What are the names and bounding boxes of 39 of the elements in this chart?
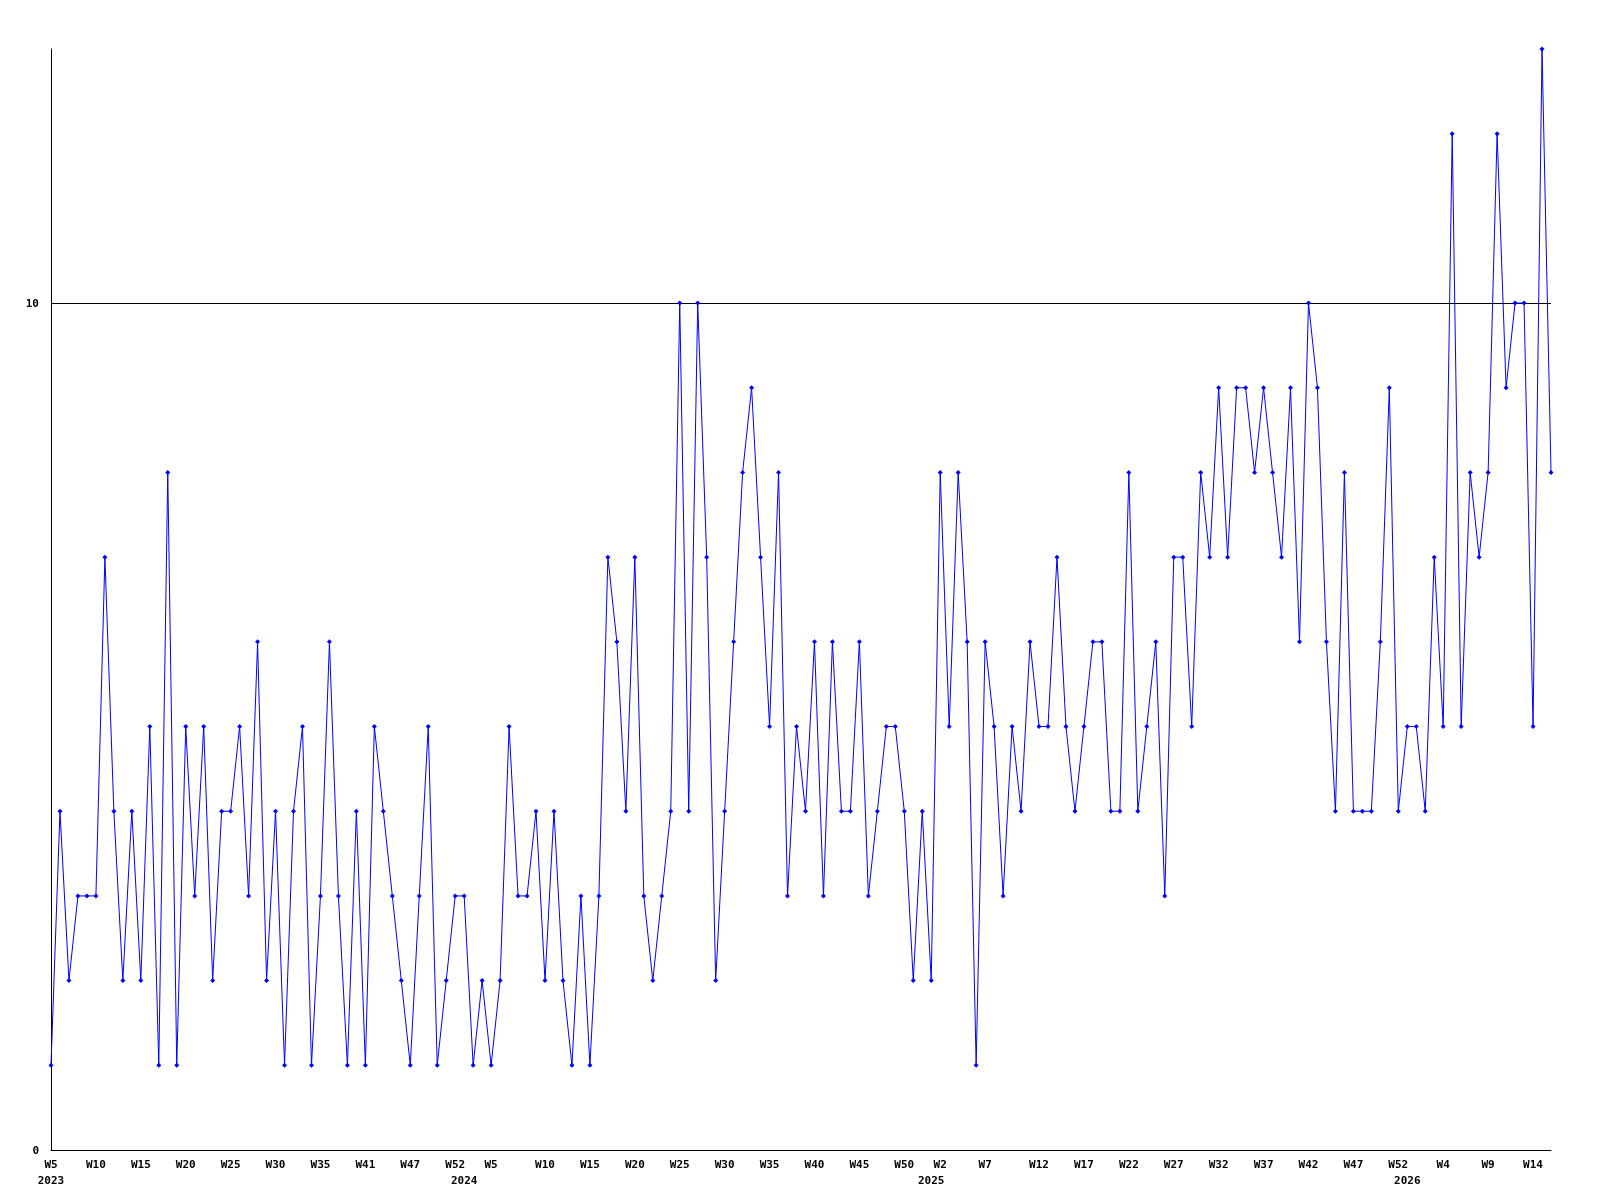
- x-tick-label: W47: [1343, 1157, 1364, 1171]
- x-tick-label: W52: [445, 1157, 466, 1171]
- x-tick-label: W30: [714, 1157, 735, 1171]
- x-tick-label: W35: [310, 1157, 331, 1171]
- x-tick-label: W30: [265, 1157, 286, 1171]
- x-tick-label: W14: [1523, 1157, 1544, 1171]
- x-tick-label: W37: [1253, 1157, 1274, 1171]
- x-tick-label: W25: [220, 1157, 241, 1171]
- x-tick-label: W15: [579, 1157, 600, 1171]
- x-tick-label: W45: [849, 1157, 870, 1171]
- x-tick-label: W4: [1436, 1157, 1451, 1171]
- x-tick-label: 2026: [1394, 1173, 1421, 1187]
- x-tick-label: W41: [355, 1157, 376, 1171]
- x-tick-label: W47: [400, 1157, 421, 1171]
- x-tick-label: W2: [933, 1157, 947, 1171]
- x-tick-label: W7: [978, 1157, 992, 1171]
- x-tick-label: W22: [1118, 1157, 1139, 1171]
- x-tick-label: W50: [894, 1157, 915, 1171]
- x-tick-label: W12: [1029, 1157, 1049, 1171]
- x-tick-label: W9: [1481, 1157, 1495, 1171]
- y-tick-label: 10: [25, 296, 39, 310]
- x-tick-label: W42: [1298, 1157, 1319, 1171]
- x-tick-label: W27: [1163, 1157, 1184, 1171]
- x-tick-label: W20: [175, 1157, 196, 1171]
- x-tick-label: W5 2023: [37, 1157, 65, 1187]
- x-tick-label: W15: [130, 1157, 151, 1171]
- x-tick-label: 2025: [917, 1173, 945, 1187]
- x-tick-label: W25: [669, 1157, 690, 1171]
- x-tick-label: W52: [1388, 1157, 1409, 1171]
- x-tick-label: W17: [1074, 1157, 1094, 1171]
- x-tick-label: W40: [804, 1157, 825, 1171]
- x-tick-label: W5: [484, 1157, 498, 1171]
- x-tick-label: W32: [1208, 1157, 1229, 1171]
- x-tick-label: 2024: [450, 1173, 478, 1187]
- x-tick-label: W10: [85, 1157, 106, 1171]
- x-tick-label: W35: [759, 1157, 780, 1171]
- x-tick-label: W10: [535, 1157, 555, 1171]
- y-tick-label: 0: [32, 1143, 39, 1157]
- x-tick-label: W20: [624, 1157, 645, 1171]
